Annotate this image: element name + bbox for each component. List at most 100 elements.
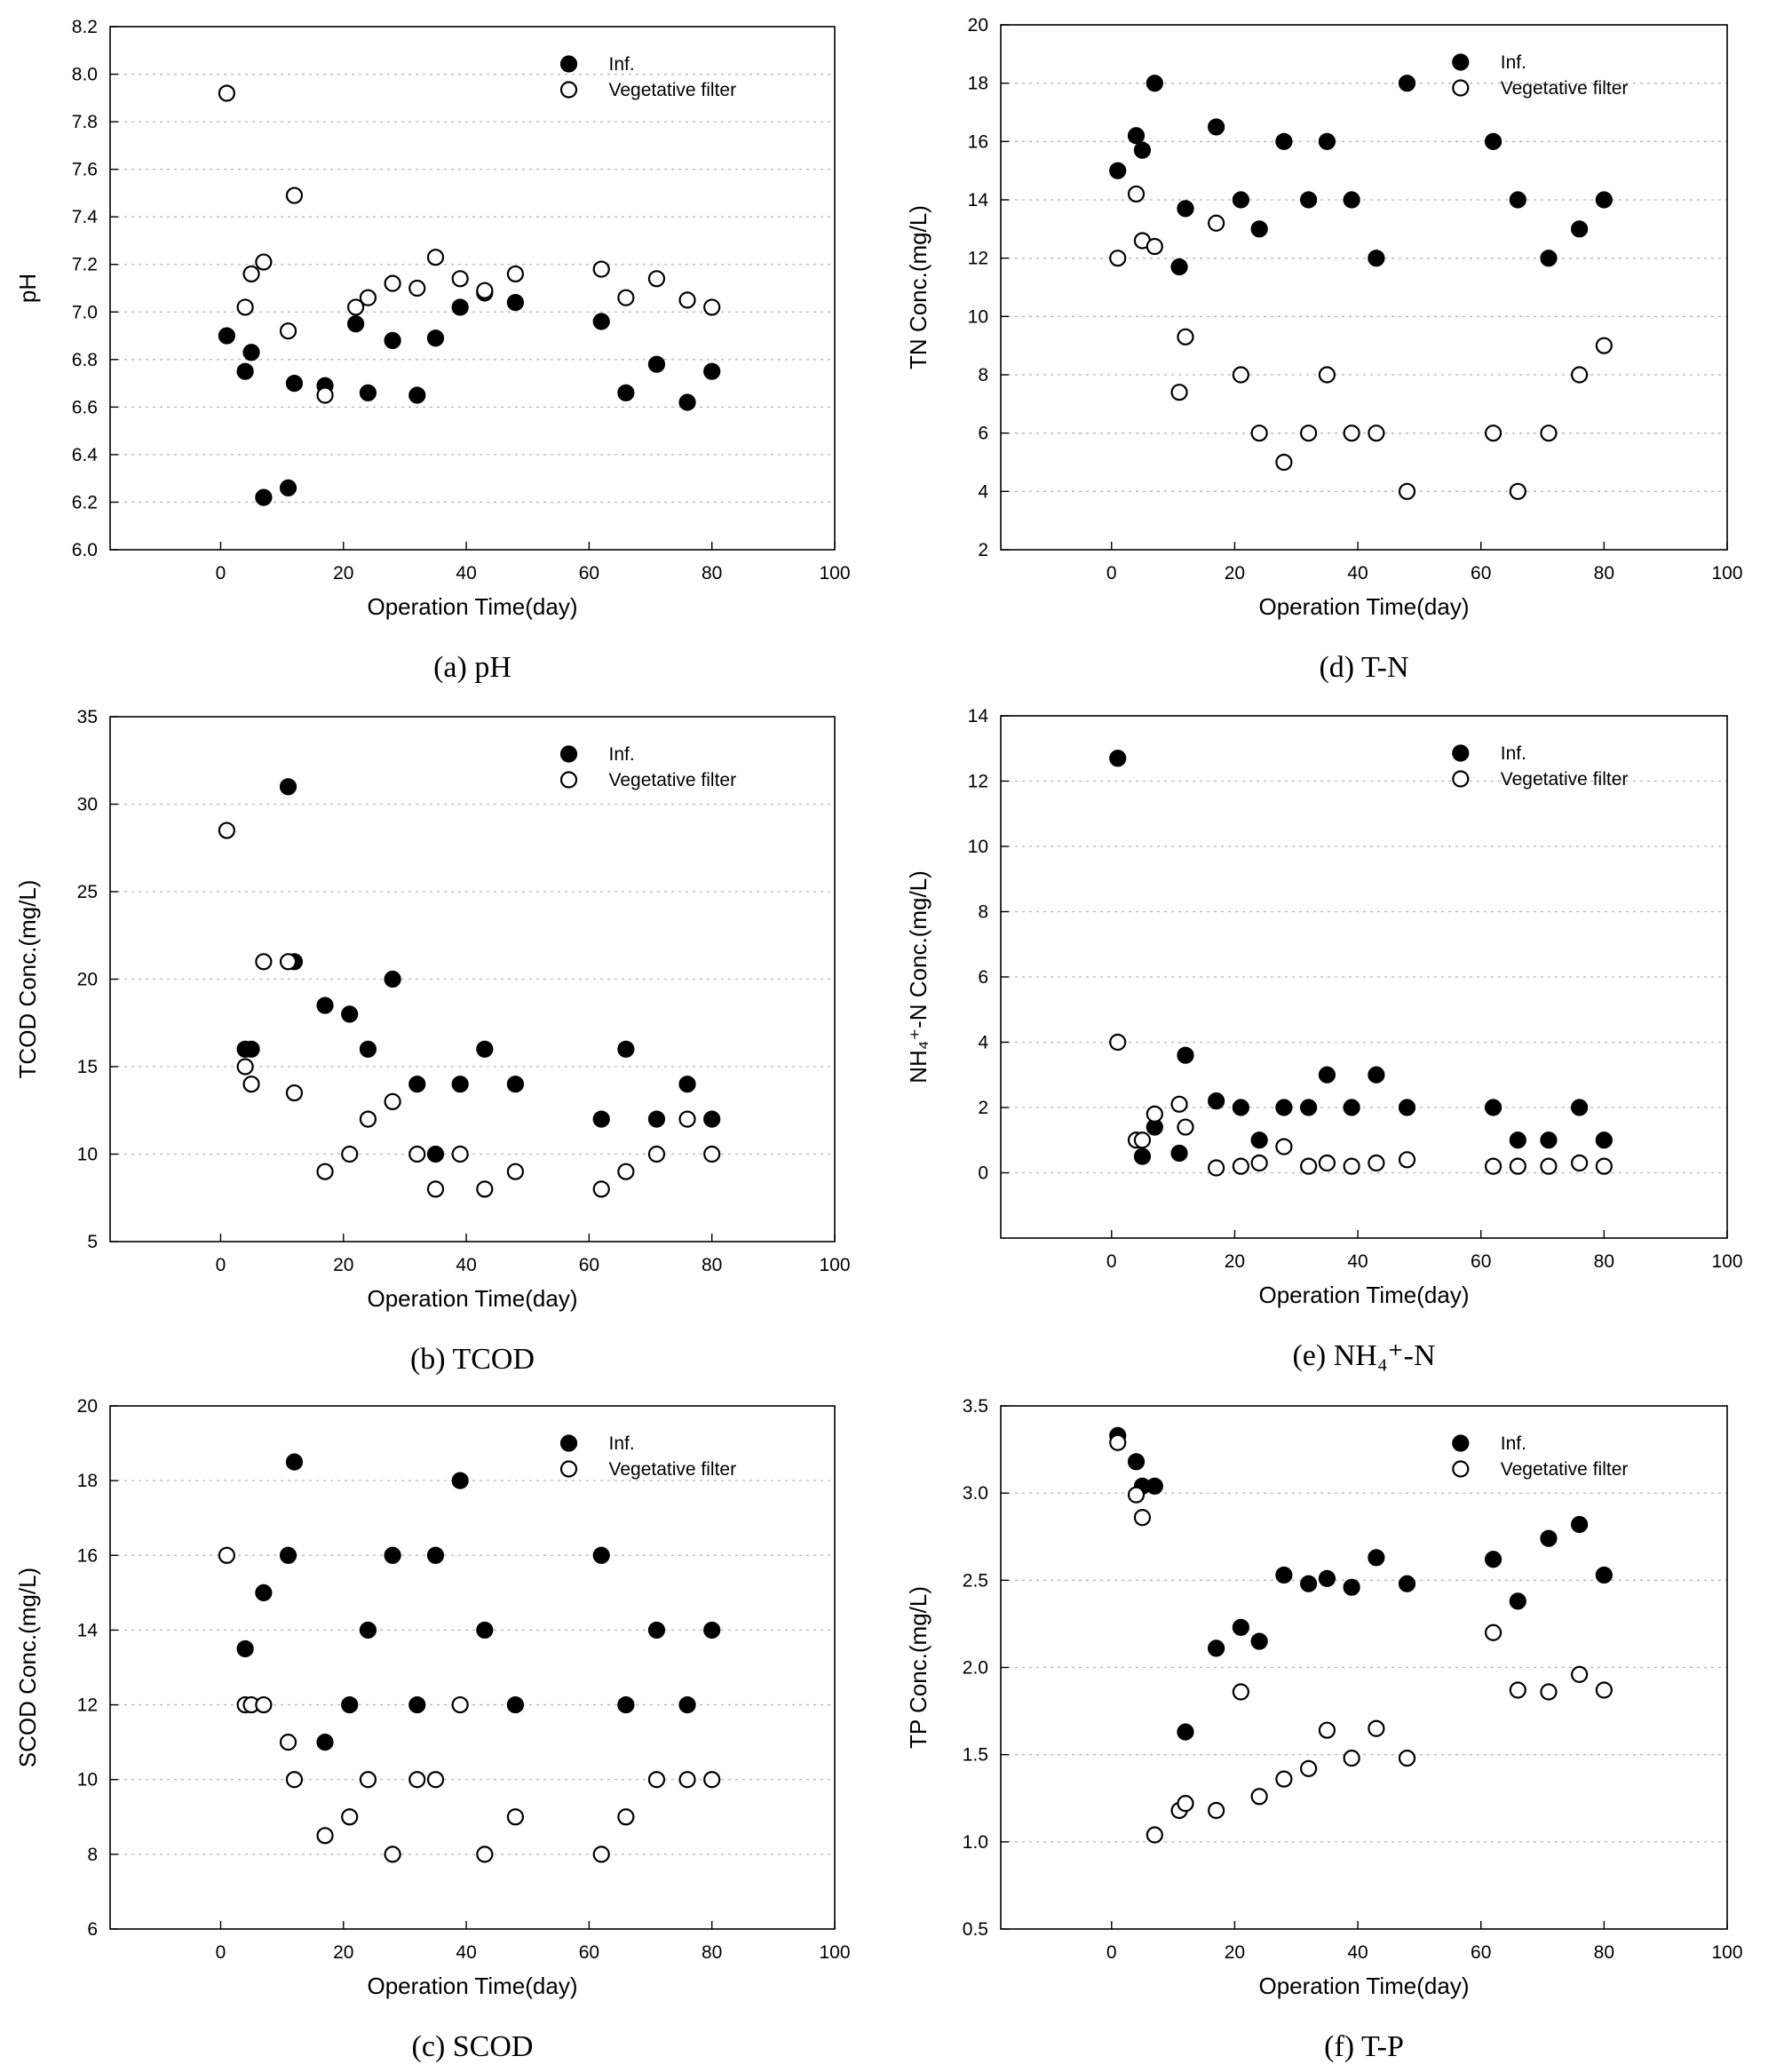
inf-point	[1509, 1131, 1526, 1149]
filter-point	[359, 1771, 377, 1789]
inf-point	[1595, 1566, 1613, 1584]
filter-point	[1509, 1681, 1526, 1699]
filter-point	[1484, 1157, 1503, 1175]
filter-point	[476, 1846, 494, 1863]
filter-point	[1343, 1157, 1360, 1175]
x-tick-label: 80	[702, 1942, 722, 1963]
filter-point	[1177, 1118, 1194, 1136]
legend-label: Vegetative filter	[609, 80, 737, 100]
y-tick-label: 12	[77, 1695, 98, 1716]
y-tick-label: 18	[968, 74, 988, 94]
filter-point	[703, 1145, 721, 1163]
y-tick-label: 8	[978, 365, 988, 385]
filter-point	[647, 1145, 666, 1163]
filter-point	[1368, 425, 1385, 442]
inf-point	[592, 1546, 610, 1564]
x-tick-label: 60	[579, 1942, 599, 1963]
x-axis-label: Operation Time(day)	[368, 1285, 578, 1312]
filter-point	[1275, 1770, 1293, 1788]
filter-point	[1540, 1683, 1558, 1701]
inf-point	[1509, 1592, 1526, 1610]
inf-point	[678, 393, 696, 411]
x-tick-label: 100	[819, 1942, 850, 1963]
y-tick-label: 2.0	[963, 1658, 988, 1679]
filter-point	[1300, 1759, 1318, 1777]
inf-point	[359, 384, 377, 401]
filter-point	[1208, 1801, 1225, 1820]
x-tick-label: 20	[333, 1255, 353, 1275]
y-tick-label: 8.0	[72, 65, 98, 85]
inf-point	[316, 1734, 334, 1751]
y-axis-label: pH	[14, 274, 41, 303]
inf-point	[1250, 1131, 1268, 1149]
y-tick-label: 7.6	[72, 160, 98, 180]
inf-point	[384, 331, 401, 349]
inf-point	[647, 355, 666, 373]
filter-point	[1146, 1105, 1163, 1123]
x-tick-label: 40	[456, 1942, 476, 1963]
y-axis-label: SCOD Conc.(mg/L)	[14, 1568, 41, 1767]
y-tick-label: 6	[87, 1919, 98, 1940]
y-tick-label: 12	[968, 772, 988, 792]
y-tick-label: 7.8	[72, 112, 98, 132]
filter-point	[1398, 1749, 1416, 1767]
filter-point	[408, 279, 426, 298]
filter-point	[1300, 1157, 1318, 1175]
filter-point	[1250, 425, 1268, 442]
filter-point	[703, 298, 721, 316]
x-tick-label: 20	[333, 1942, 353, 1963]
filter-point	[1300, 425, 1318, 442]
inf-point	[1109, 750, 1127, 767]
filter-point	[218, 822, 235, 839]
filter-point	[476, 282, 494, 299]
inf-point	[1343, 1578, 1360, 1596]
legend-label: Vegetative filter	[609, 770, 737, 790]
inf-point	[279, 778, 297, 796]
filter-point	[1318, 366, 1336, 384]
legend-marker-inf	[559, 1434, 578, 1452]
y-tick-label: 14	[968, 706, 989, 726]
filter-point	[1250, 1788, 1268, 1806]
x-tick-label: 60	[579, 1255, 599, 1275]
legend-label: Vegetative filter	[609, 1459, 737, 1480]
filter-point	[1595, 1157, 1613, 1175]
y-tick-label: 7.2	[72, 255, 98, 275]
y-tick-label: 3.0	[963, 1483, 988, 1504]
x-tick-label: 60	[1471, 1251, 1491, 1272]
legend-marker-filter	[1452, 79, 1470, 97]
y-axis-label: TP Conc.(mg/L)	[905, 1586, 932, 1749]
inf-point	[678, 1695, 696, 1714]
filter-point	[1595, 1681, 1613, 1699]
inf-point	[703, 1110, 721, 1128]
chart-panel-1: 5 10 15 20 25 30 35 0 20 40 60 80 100 Operation Time(…	[14, 707, 851, 1376]
inf-point	[255, 1584, 273, 1601]
x-tick-label: 0	[216, 1942, 226, 1963]
legend-marker-inf	[1452, 744, 1470, 762]
y-tick-label: 8.2	[72, 17, 98, 37]
filter-point	[451, 1695, 469, 1714]
inf-point	[1300, 191, 1318, 209]
filter-point	[242, 265, 260, 283]
chart-panel-3: 2 4 6 8 10 12 14 16 18 20 0 20 40 60 80 100 Operation Ti…	[905, 15, 1743, 684]
inf-point	[1300, 1099, 1318, 1116]
filter-point	[1109, 1433, 1127, 1451]
y-tick-label: 6.0	[72, 540, 98, 560]
filter-point	[347, 298, 365, 316]
filter-point	[617, 1808, 635, 1826]
inf-point	[1208, 118, 1225, 136]
inf-point	[451, 298, 469, 316]
inf-point	[1250, 1632, 1268, 1650]
inf-point	[1343, 191, 1360, 209]
panel-caption: (c) SCOD	[412, 2030, 534, 2063]
inf-point	[1540, 1529, 1558, 1547]
filter-point	[1232, 1157, 1249, 1175]
filter-point	[476, 1180, 494, 1198]
inf-point	[1571, 1515, 1589, 1534]
filter-point	[451, 1145, 469, 1163]
filter-point	[341, 1808, 359, 1826]
inf-point	[316, 996, 334, 1014]
filter-point	[236, 298, 254, 316]
filter-point	[1509, 482, 1526, 500]
filter-point	[426, 1180, 445, 1198]
plot-frame	[109, 716, 836, 1242]
